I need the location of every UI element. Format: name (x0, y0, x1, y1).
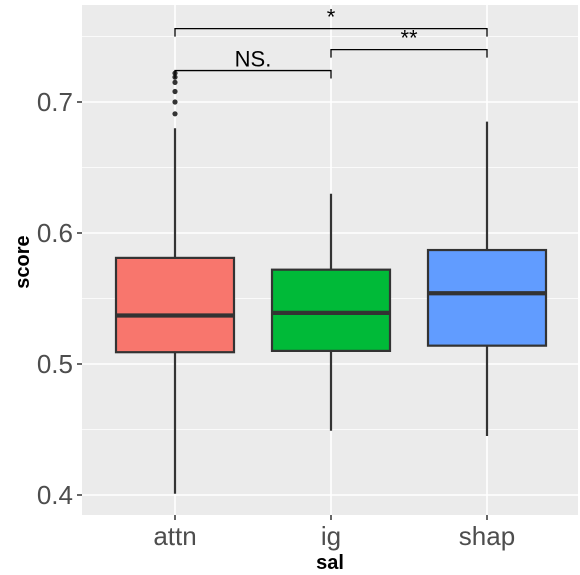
box-attn (114, 70, 236, 494)
significance-brackets: NS.*** (174, 5, 488, 79)
box-ig (270, 193, 392, 431)
box-shap (426, 121, 548, 437)
outlier-point (172, 111, 178, 117)
y-axis-title: score (12, 235, 34, 288)
y-tick-label: 0.6 (37, 218, 73, 248)
x-axis: attn ig shap (153, 515, 515, 551)
bracket-line (330, 48, 488, 58)
y-tick-label: 0.5 (37, 349, 73, 379)
significance-label: NS. (235, 47, 272, 72)
comparison-bracket: ** (330, 26, 488, 58)
bracket-line (174, 27, 488, 37)
x-tick-label: attn (153, 521, 196, 551)
outlier-point (172, 79, 178, 85)
x-tick-label: shap (459, 521, 515, 551)
box-body (426, 248, 548, 347)
significance-label: * (327, 5, 336, 30)
outlier-point (172, 88, 178, 95)
y-axis: 0.4 0.5 0.6 0.7 (37, 87, 82, 510)
y-tick-label: 0.7 (37, 87, 73, 117)
comparison-bracket: * (174, 5, 488, 37)
box-body (270, 268, 392, 352)
outlier-point (172, 99, 178, 105)
x-axis-title: sal (316, 552, 344, 574)
bracket-line (174, 69, 332, 79)
boxes-group (114, 70, 548, 494)
box-body (114, 256, 236, 354)
significance-label: ** (400, 26, 418, 51)
y-tick-label: 0.4 (37, 480, 73, 510)
comparison-bracket: NS. (174, 47, 332, 79)
x-tick-label: ig (321, 521, 341, 551)
